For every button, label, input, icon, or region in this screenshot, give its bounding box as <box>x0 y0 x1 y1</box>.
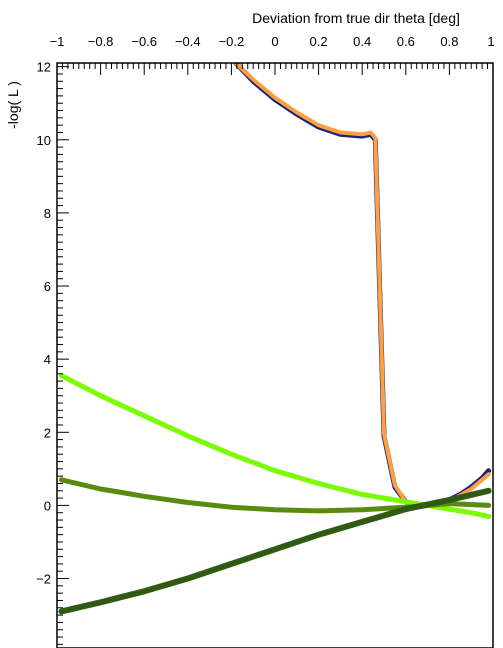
x-axis-title: Deviation from true dir theta [deg] <box>252 10 460 26</box>
x-tick-label: −0.4 <box>175 34 201 49</box>
x-tick-label: 0.2 <box>310 34 328 49</box>
y-tick-label: 0 <box>44 498 51 513</box>
y-tick-label: −2 <box>36 572 51 587</box>
y-tick-label: 12 <box>37 60 51 75</box>
y-axis-title: -log( L ) <box>5 81 21 129</box>
x-tick-label: −1 <box>50 34 65 49</box>
x-tick-label: −0.6 <box>131 34 157 49</box>
y-tick-label: 2 <box>44 425 51 440</box>
x-tick-label: 0.6 <box>397 34 415 49</box>
tick-marks <box>56 63 494 645</box>
tick-labels: −1 −0.8 −0.6 −0.4 −0.2 0 0.2 0.4 0.6 0.8 1 −2 0 2 4 6 8 1… <box>36 34 494 587</box>
x-tick-label: 1 <box>487 34 494 49</box>
y-tick-label: 8 <box>44 206 51 221</box>
series-line-3 <box>58 373 492 519</box>
series-line-5 <box>58 487 492 615</box>
x-tick-label: −0.2 <box>219 34 245 49</box>
series-line-1 <box>233 63 492 510</box>
x-tick-label: −0.8 <box>88 34 114 49</box>
series-line-2 <box>233 63 491 510</box>
plot-frame <box>56 62 494 648</box>
x-tick-label: 0.8 <box>440 34 458 49</box>
plot-marks <box>58 63 492 615</box>
x-tick-label: 0 <box>271 34 278 49</box>
y-tick-label: 10 <box>37 133 51 148</box>
y-tick-label: 4 <box>44 352 51 367</box>
x-tick-label: 0.4 <box>353 34 371 49</box>
y-tick-label: 6 <box>44 279 51 294</box>
